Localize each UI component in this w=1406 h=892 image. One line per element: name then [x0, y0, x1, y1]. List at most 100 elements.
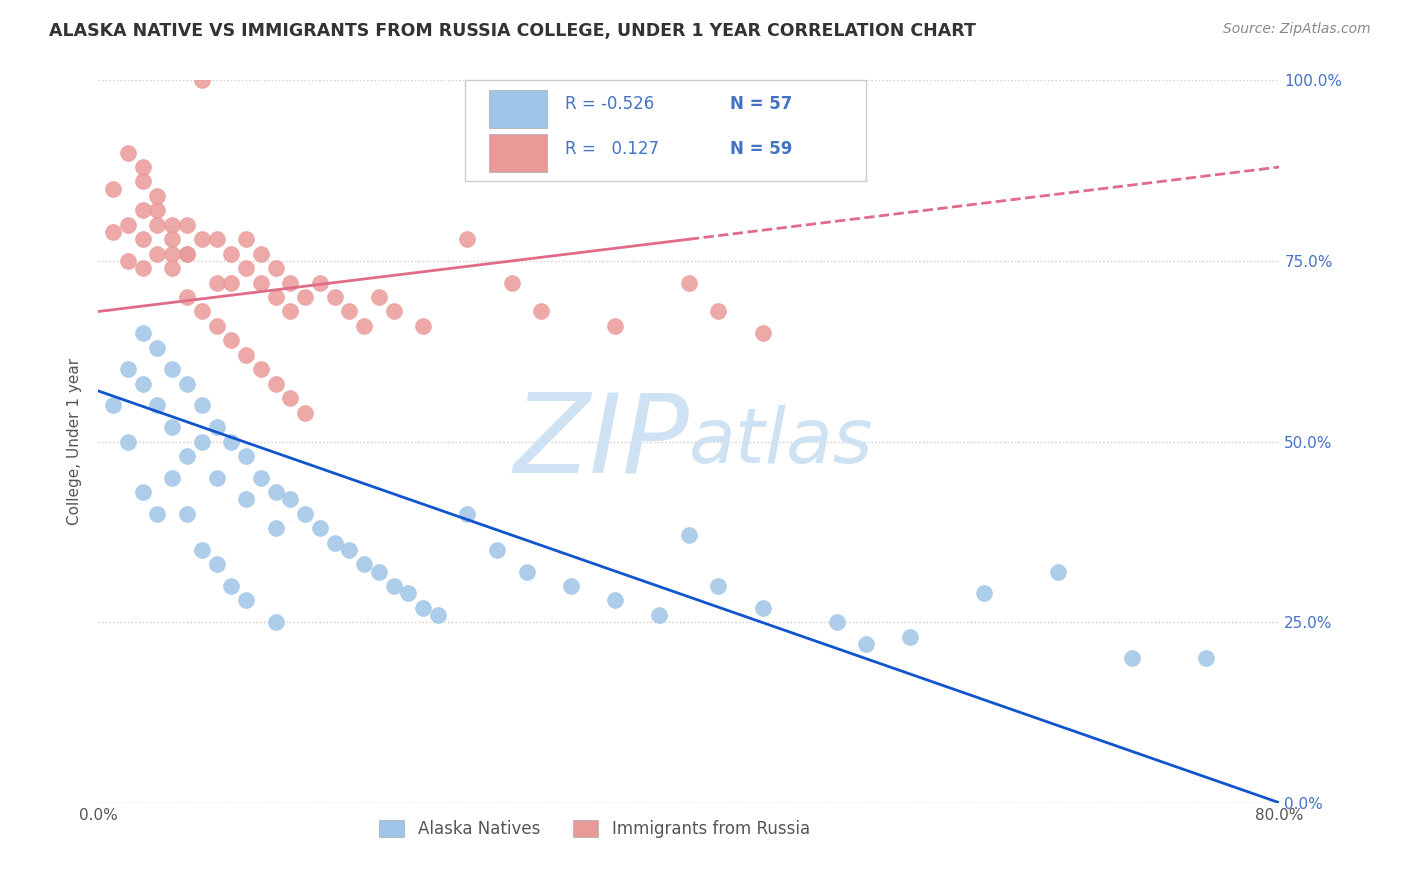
Point [132, 261, 155, 276]
Point [353, 318, 375, 333]
Point [368, 565, 391, 579]
Point [162, 362, 183, 376]
Point [280, 276, 302, 290]
Point [707, 579, 730, 593]
Text: atlas: atlas [689, 405, 873, 478]
Point [457, 507, 479, 521]
Point [221, 334, 243, 348]
Point [146, 189, 169, 203]
Point [117, 434, 139, 449]
Point [427, 607, 450, 622]
Point [132, 326, 155, 341]
Point [132, 376, 155, 391]
Text: N = 57: N = 57 [730, 95, 793, 112]
Point [162, 420, 183, 434]
Point [398, 586, 420, 600]
Point [707, 304, 730, 318]
Point [176, 507, 198, 521]
Point [678, 276, 700, 290]
Point [235, 232, 257, 246]
Point [117, 362, 139, 376]
Point [176, 376, 198, 391]
Point [205, 232, 228, 246]
Point [132, 160, 155, 174]
Point [339, 542, 361, 557]
Point [294, 406, 316, 420]
Point [368, 290, 391, 304]
Point [900, 630, 922, 644]
Point [323, 290, 346, 304]
Point [323, 535, 346, 549]
Point [205, 420, 228, 434]
Point [264, 615, 287, 630]
Point [250, 362, 273, 376]
Point [146, 398, 169, 412]
Text: ZIP: ZIP [513, 388, 689, 495]
Point [1195, 651, 1218, 665]
Point [250, 246, 273, 260]
Point [264, 376, 287, 391]
Point [176, 246, 198, 260]
Point [146, 203, 169, 218]
Point [457, 232, 479, 246]
Point [280, 304, 302, 318]
Point [235, 593, 257, 607]
Point [264, 290, 287, 304]
Point [339, 304, 361, 318]
Point [605, 593, 627, 607]
Point [382, 304, 405, 318]
Point [294, 507, 316, 521]
Point [117, 218, 139, 232]
Point [162, 471, 183, 485]
Point [221, 276, 243, 290]
Point [221, 246, 243, 260]
Point [1121, 651, 1143, 665]
Point [191, 73, 214, 87]
Point [191, 542, 214, 557]
Point [132, 203, 155, 218]
Point [132, 174, 155, 188]
Y-axis label: College, Under 1 year: College, Under 1 year [67, 358, 83, 525]
Point [294, 290, 316, 304]
Text: ALASKA NATIVE VS IMMIGRANTS FROM RUSSIA COLLEGE, UNDER 1 YEAR CORRELATION CHART: ALASKA NATIVE VS IMMIGRANTS FROM RUSSIA … [49, 22, 976, 40]
Point [678, 528, 700, 542]
Point [162, 232, 183, 246]
Point [501, 276, 523, 290]
Point [205, 471, 228, 485]
Point [146, 341, 169, 355]
Point [235, 348, 257, 362]
FancyBboxPatch shape [464, 80, 866, 181]
Point [176, 449, 198, 463]
Point [309, 276, 332, 290]
Point [264, 261, 287, 276]
Point [309, 521, 332, 535]
Point [103, 182, 125, 196]
Point [235, 449, 257, 463]
Point [250, 276, 273, 290]
FancyBboxPatch shape [489, 90, 547, 128]
Point [205, 318, 228, 333]
Point [235, 492, 257, 507]
Point [530, 304, 553, 318]
Point [973, 586, 995, 600]
Point [516, 565, 538, 579]
Point [752, 326, 775, 341]
Point [412, 600, 434, 615]
Point [146, 507, 169, 521]
Point [250, 471, 273, 485]
Point [176, 246, 198, 260]
Point [280, 391, 302, 405]
Point [162, 261, 183, 276]
Point [191, 304, 214, 318]
Point [132, 232, 155, 246]
Text: Source: ZipAtlas.com: Source: ZipAtlas.com [1223, 22, 1371, 37]
Point [264, 521, 287, 535]
Point [560, 579, 582, 593]
Point [264, 485, 287, 500]
Point [412, 318, 434, 333]
Point [103, 225, 125, 239]
Point [221, 579, 243, 593]
Point [353, 558, 375, 572]
Point [221, 434, 243, 449]
Point [176, 218, 198, 232]
